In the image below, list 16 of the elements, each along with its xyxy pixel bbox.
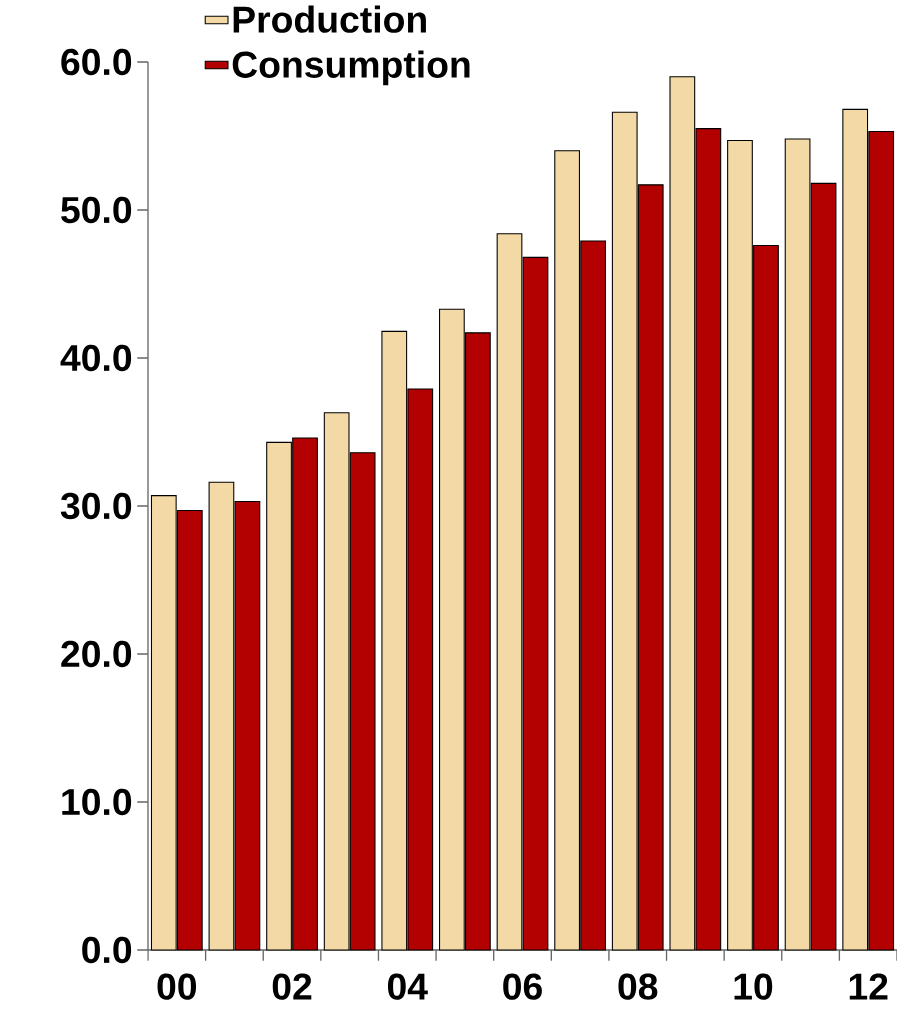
legend-label: Production [233, 5, 426, 33]
y-tick-label: 20.0 [61, 640, 132, 668]
x-tick-label: 00 [157, 973, 197, 1000]
x-tick-label: 02 [272, 973, 312, 1000]
y-tick-label: 40.0 [60, 344, 132, 372]
x-tick-label: 04 [387, 973, 428, 1000]
x-tick-label: 06 [503, 973, 542, 1000]
legend-label: Consumption [232, 50, 470, 86]
y-tick-label: 60.0 [61, 48, 132, 76]
y-tick-label: 30.0 [60, 492, 132, 520]
y-tick-label: 10.0 [62, 788, 132, 816]
x-tick-label: 10 [734, 973, 773, 1000]
x-tick-label: 08 [618, 973, 658, 1000]
y-tick-label: 50.0 [61, 196, 132, 224]
y-tick-label: 0.0 [82, 936, 132, 964]
x-tick-label: 12 [849, 973, 888, 1000]
